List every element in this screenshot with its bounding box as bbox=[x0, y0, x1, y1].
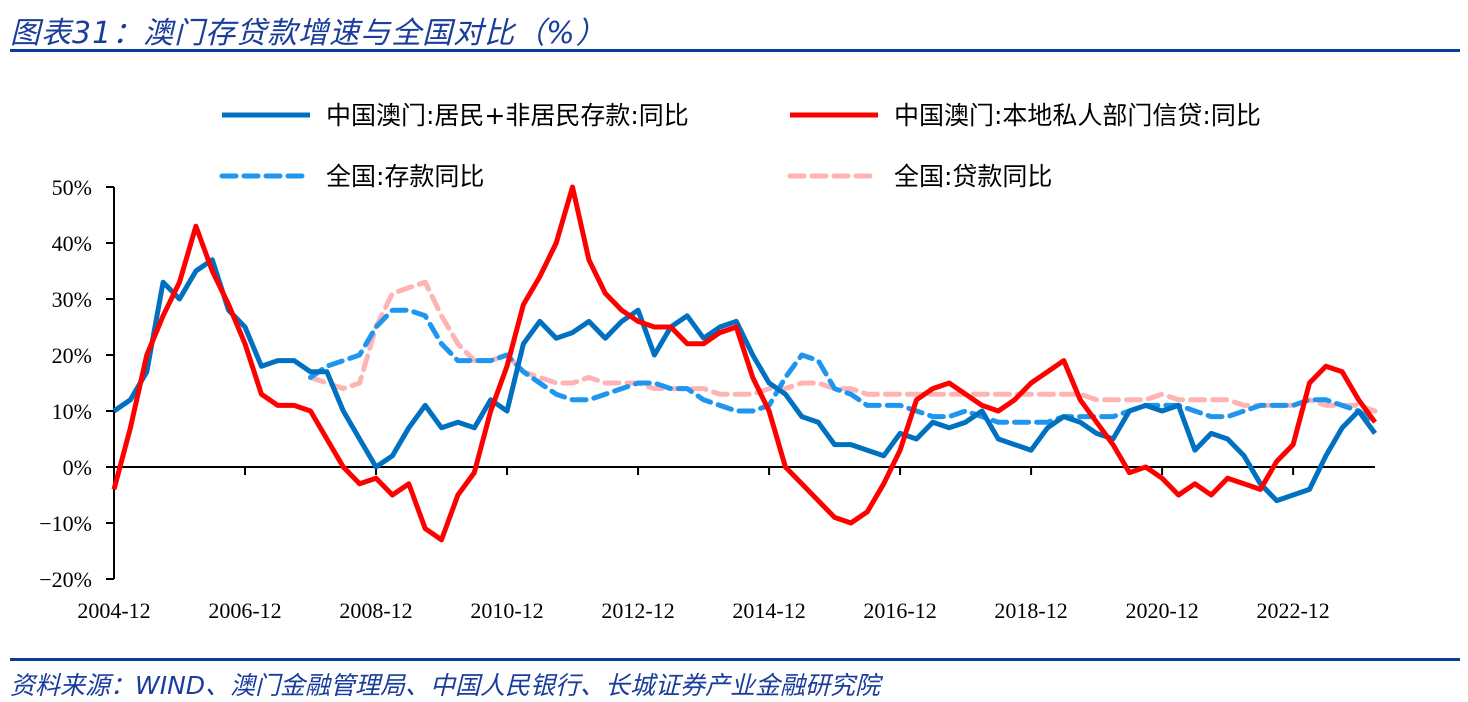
legend-label-1: 中国澳门:本地私人部门信贷:同比 bbox=[894, 101, 1261, 130]
y-tick-label: 30% bbox=[52, 287, 92, 312]
y-tick-label: 20% bbox=[52, 343, 92, 368]
y-tick-label: 50% bbox=[52, 175, 92, 200]
y-tick-label: −20% bbox=[39, 567, 92, 592]
x-tick-label: 2018-12 bbox=[994, 598, 1067, 623]
chart-title: 图表31：澳门存贷款增速与全国对比（%） bbox=[10, 16, 607, 51]
series-line-2 bbox=[308, 307, 1378, 425]
plot-area bbox=[111, 184, 1378, 543]
series-line-3 bbox=[308, 279, 1378, 414]
x-tick-label: 2010-12 bbox=[470, 598, 543, 623]
x-tick-label: 2016-12 bbox=[863, 598, 936, 623]
series-line-1 bbox=[111, 184, 1378, 543]
legend-label-0: 中国澳门:居民+非居民存款:同比 bbox=[326, 101, 689, 130]
legend-label-3: 全国:贷款同比 bbox=[894, 162, 1052, 191]
y-tick-label: −10% bbox=[39, 511, 92, 536]
x-tick-label: 2004-12 bbox=[77, 598, 150, 623]
x-tick-label: 2012-12 bbox=[601, 598, 674, 623]
axes: −20% −10% 0% 10% 20% 30% 40% 50% 2004-12 2006-12 2… bbox=[39, 175, 1375, 623]
y-tick-label: 40% bbox=[52, 231, 92, 256]
x-tick-label: 2020-12 bbox=[1125, 598, 1198, 623]
series-line-0 bbox=[112, 257, 1378, 504]
source-rule bbox=[10, 658, 1460, 661]
x-tick-label: 2022-12 bbox=[1256, 598, 1329, 623]
x-tick-label: 2008-12 bbox=[339, 598, 412, 623]
legend-label-2: 全国:存款同比 bbox=[326, 162, 484, 191]
y-tick-label: 0% bbox=[63, 455, 92, 480]
x-tick-label: 2006-12 bbox=[208, 598, 281, 623]
title-rule bbox=[10, 49, 1460, 52]
source-note: 资料来源：WIND、澳门金融管理局、中国人民银行、长城证券产业金融研究院 bbox=[10, 671, 881, 700]
y-tick-label: 10% bbox=[52, 399, 92, 424]
x-tick-label: 2014-12 bbox=[732, 598, 805, 623]
